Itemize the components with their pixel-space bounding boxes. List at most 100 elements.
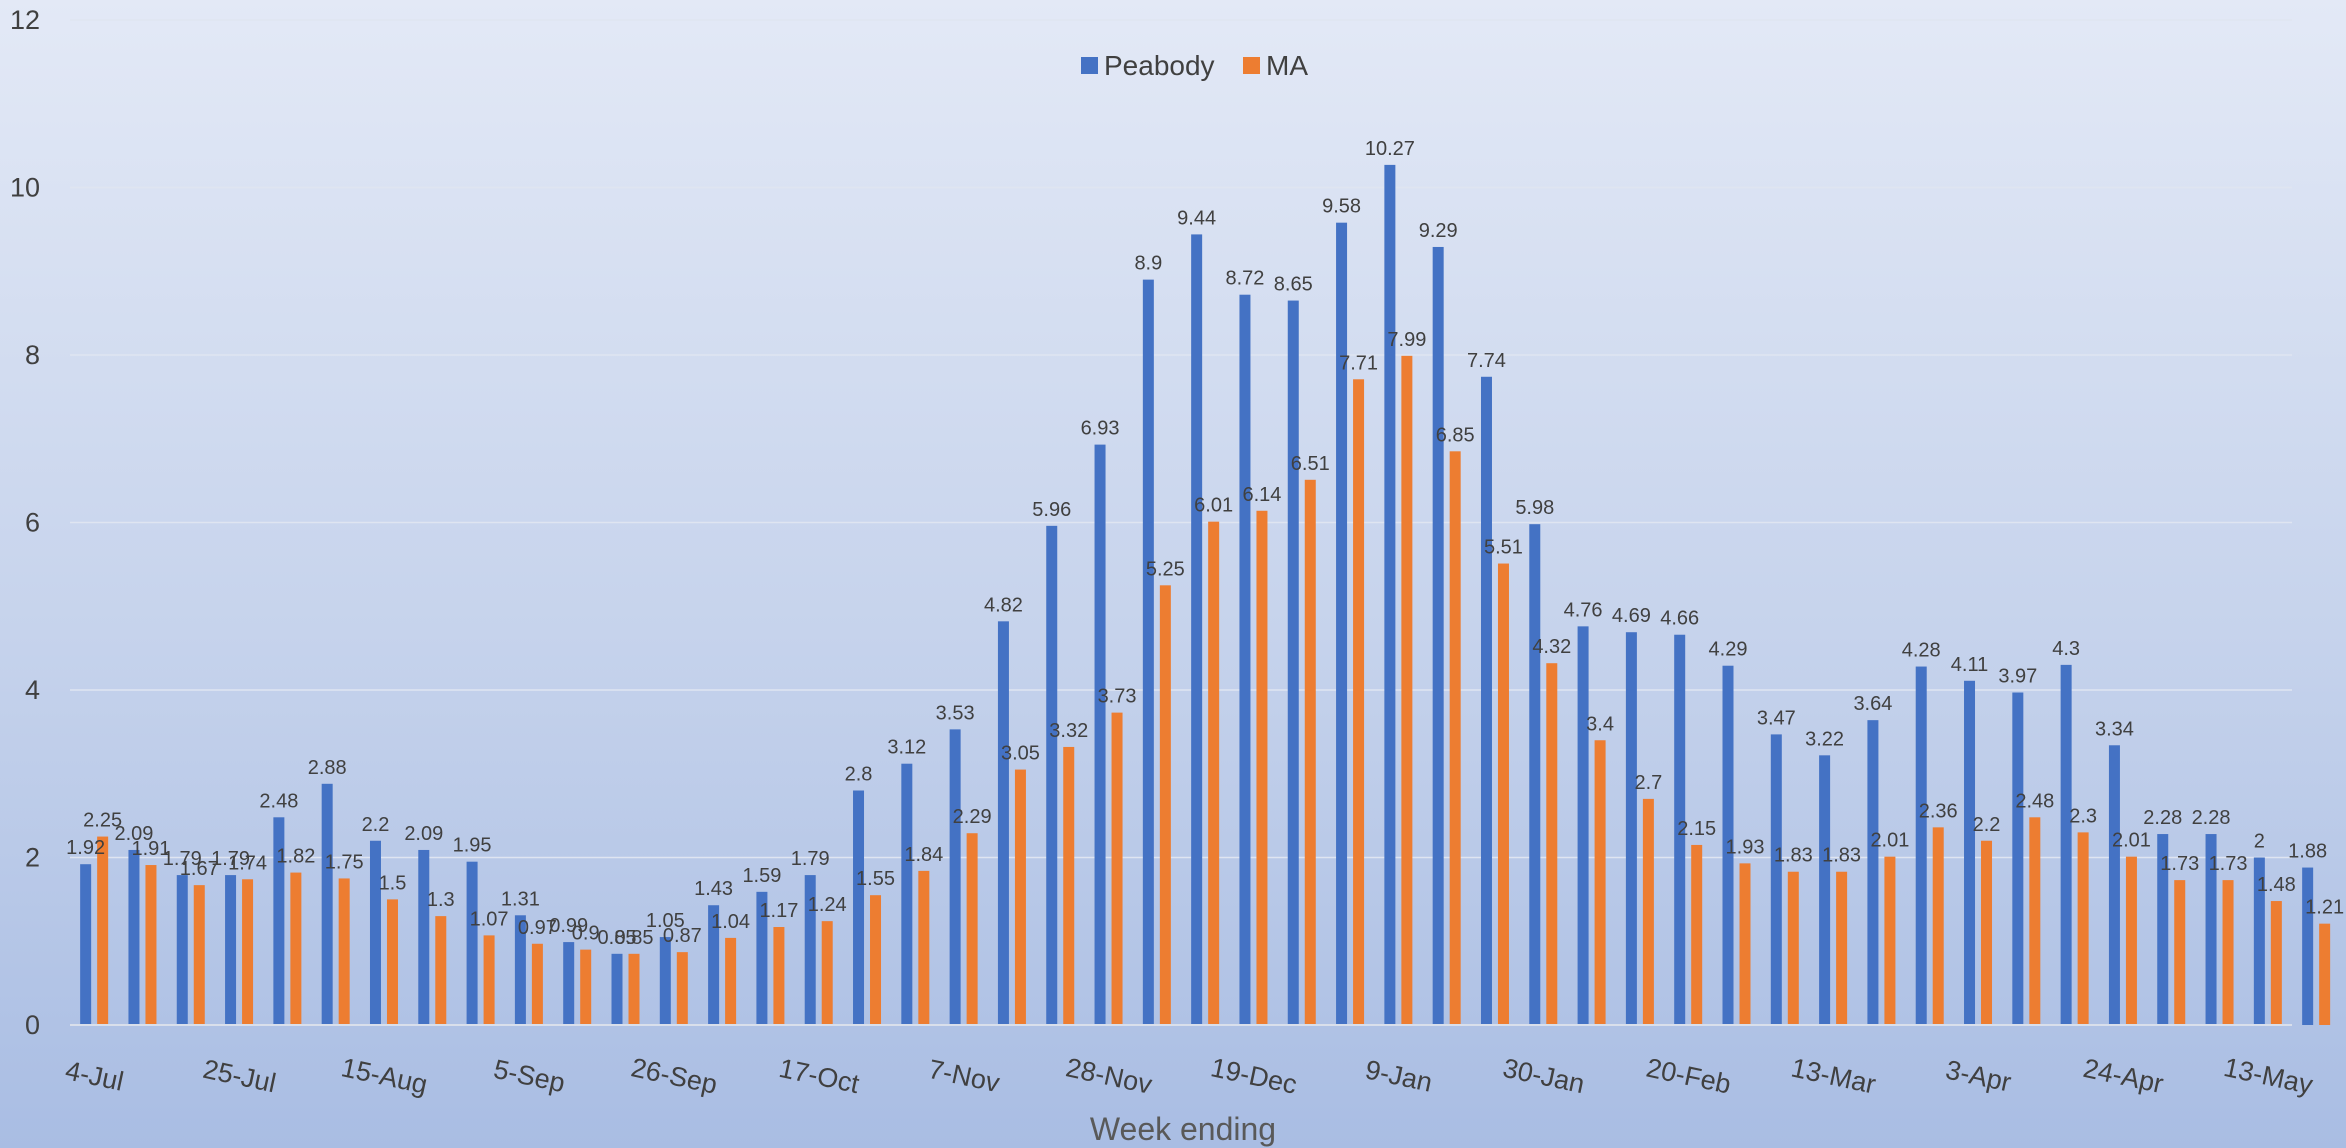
bar-peabody [659,937,671,1025]
data-label-peabody: 4.82 [984,594,1023,616]
data-label-ma: 1.48 [2257,874,2296,896]
bar-ma [2174,880,2186,1025]
data-label-ma: 1.74 [228,852,267,874]
data-label-peabody: 9.58 [1322,196,1361,218]
legend: Peabody MA [1081,50,1308,81]
data-label-ma: 2.7 [1634,772,1662,794]
bar-ma [1642,798,1654,1025]
data-label-ma: 1.73 [2209,853,2248,875]
bar-ma [386,899,398,1025]
bar-ma [435,916,447,1025]
bar-ma [145,865,157,1025]
data-label-peabody: 8.9 [1134,253,1162,275]
bar-ma [1981,840,1993,1025]
bar-peabody [2205,834,2217,1025]
bar-peabody [804,875,816,1025]
gridlines [70,19,2292,859]
data-label-ma: 3.05 [1001,743,1040,765]
bar-peabody [418,849,430,1025]
data-label-ma: 0.9 [572,923,600,945]
bar-peabody [1915,666,1927,1025]
bar-ma [1353,379,1365,1026]
bar-peabody [1046,525,1058,1025]
bar-peabody [1867,720,1879,1025]
bar-peabody [1432,246,1444,1025]
bar-peabody [1336,222,1348,1026]
data-label-ma: 1.3 [427,889,455,911]
data-label-ma: 1.07 [470,908,509,930]
data-label-ma: 7.71 [1339,352,1378,374]
data-label-ma: 1.21 [2305,897,2344,919]
data-label-ma: 3.32 [1049,720,1088,742]
data-label-ma: 1.5 [379,872,407,894]
data-label-peabody: 10.27 [1365,138,1415,160]
bar-ma [1739,863,1751,1025]
data-label-peabody: 3.97 [1998,666,2037,688]
data-label-peabody: 1.31 [501,888,540,910]
data-label-peabody: 8.65 [1274,274,1313,296]
data-label-ma: 1.04 [711,911,750,933]
bar-ma [870,895,882,1025]
data-label-ma: 3.4 [1586,713,1614,735]
bar-peabody [563,942,575,1025]
bar-ma [2222,880,2234,1025]
data-label-ma: 1.75 [325,851,364,873]
data-label-ma: 5.25 [1146,558,1185,580]
data-label-peabody: 3.22 [1805,728,1844,750]
data-label-ma: 1.24 [808,894,847,916]
x-axis-ticks: 4-Jul 25-Jul 15-Aug 5-Sep 26-Sep 17-Oct 7-Nov 2… [63,1052,2316,1100]
data-label-peabody: 1.95 [453,835,492,857]
bar-peabody [128,849,140,1025]
bar-peabody [2108,745,2120,1025]
data-label-peabody: 9.44 [1177,207,1216,229]
x-tick-label: 19-Dec [1208,1052,1299,1099]
data-label-peabody: 2.28 [2192,807,2231,829]
bar-ma [966,833,978,1025]
bar-ma [1159,585,1171,1025]
bar-peabody [80,864,92,1025]
data-label-ma: 0.85 [615,927,654,949]
y-tick-label: 2 [25,843,40,873]
data-label-ma: 7.99 [1387,329,1426,351]
bar-ma [628,953,640,1025]
bar-peabody [1480,376,1492,1025]
data-label-peabody: 1.43 [694,878,733,900]
data-label-peabody: 3.47 [1757,707,1796,729]
bar-ma [1546,663,1558,1025]
data-label-ma: 2.36 [1919,800,1958,822]
data-label-ma: 2.29 [953,806,992,828]
x-axis-title: Week ending [1090,1111,1276,1147]
y-tick-label: 10 [10,173,40,203]
legend-label-ma: MA [1266,50,1308,81]
data-label-ma: 2.48 [2015,790,2054,812]
data-label-ma: 1.73 [2160,853,2199,875]
bar-peabody [1819,755,1831,1025]
bar-peabody [225,875,237,1025]
data-label-peabody: 1.79 [211,848,250,870]
data-label-peabody: 2.09 [404,823,443,845]
data-label-peabody: 3.34 [2095,718,2134,740]
bar-peabody [321,783,333,1025]
bar-peabody [1287,300,1299,1025]
bar-ma [821,921,833,1025]
data-label-peabody: 1.92 [66,837,105,859]
data-label-peabody: 7.74 [1467,350,1506,372]
data-label-peabody: 5.98 [1515,497,1554,519]
data-label-peabody: 4.3 [2052,638,2080,660]
x-tick-label: 26-Sep [629,1052,720,1099]
bar-ma [676,952,688,1025]
bar-ma [483,935,495,1025]
bar-ma [1932,827,1944,1025]
data-label-peabody: 3.12 [887,737,926,759]
bar-peabody [466,861,478,1025]
bar-ma [2125,856,2137,1025]
data-label-peabody: 2 [2254,831,2265,853]
bar-peabody [611,953,623,1025]
x-tick-label: 3-Apr [1943,1055,2014,1098]
data-label-ma: 2.01 [1870,830,1909,852]
bar-peabody [1964,680,1976,1025]
bar-peabody [1142,279,1154,1025]
legend-label-peabody: Peabody [1104,50,1215,81]
bar-ma [290,872,302,1025]
data-label-peabody: 2.09 [114,823,153,845]
